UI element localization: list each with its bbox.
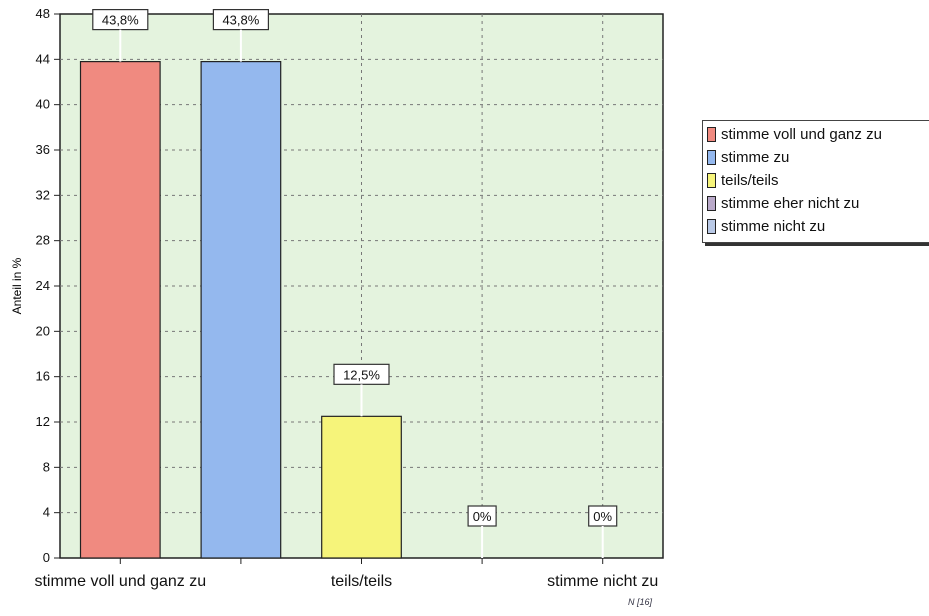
bar — [200, 60, 282, 559]
y-axis-label: Anteil in % — [10, 257, 24, 314]
data-label: 0% — [593, 509, 612, 524]
legend-label: stimme voll und ganz zu — [721, 126, 882, 143]
legend-swatch — [707, 150, 716, 165]
legend-item: stimme zu — [707, 146, 925, 169]
legend-label: stimme zu — [721, 149, 790, 166]
legend-item: stimme nicht zu — [707, 215, 925, 238]
x-tick-label: teils/teils — [331, 573, 392, 590]
y-tick-label: 0 — [43, 550, 50, 565]
legend-label: teils/teils — [721, 172, 779, 189]
y-tick-label: 44 — [36, 51, 50, 66]
legend-item: teils/teils — [707, 169, 925, 192]
x-axis: stimme voll und ganz zu teils/teils stimme… — [34, 558, 658, 590]
data-label: 12,5% — [343, 367, 380, 382]
y-tick-label: 4 — [43, 505, 50, 520]
y-tick-label: 40 — [36, 97, 50, 112]
bars — [79, 60, 402, 559]
y-tick-label: 12 — [36, 414, 50, 429]
legend-swatch — [707, 173, 716, 188]
legend-label: stimme nicht zu — [721, 218, 826, 235]
y-tick-label: 24 — [36, 278, 50, 293]
legend-swatch — [707, 127, 716, 142]
footnote: N [16] — [628, 597, 653, 607]
legend-item: stimme eher nicht zu — [707, 192, 925, 215]
y-tick-label: 32 — [36, 187, 50, 202]
x-tick-label: stimme nicht zu — [547, 573, 658, 590]
data-label: 0% — [473, 509, 492, 524]
data-label: 43,8% — [222, 13, 259, 28]
bar — [79, 60, 161, 559]
y-tick-label: 48 — [36, 6, 50, 21]
legend-swatch — [707, 219, 716, 234]
legend-swatch — [707, 196, 716, 211]
y-tick-label: 8 — [43, 459, 50, 474]
y-tick-label: 28 — [36, 233, 50, 248]
y-tick-label: 36 — [36, 142, 50, 157]
y-tick-label: 16 — [36, 369, 50, 384]
data-labels: 43,8% 43,8% 12,5% 0% 0% — [92, 9, 618, 558]
bar — [321, 415, 402, 559]
data-label: 43,8% — [102, 13, 139, 28]
legend: stimme voll und ganz zu stimme zu teils/te… — [702, 120, 929, 243]
y-tick-label: 20 — [36, 323, 50, 338]
legend-item: stimme voll und ganz zu — [707, 123, 925, 146]
x-tick-label: stimme voll und ganz zu — [34, 573, 206, 590]
legend-label: stimme eher nicht zu — [721, 195, 860, 212]
